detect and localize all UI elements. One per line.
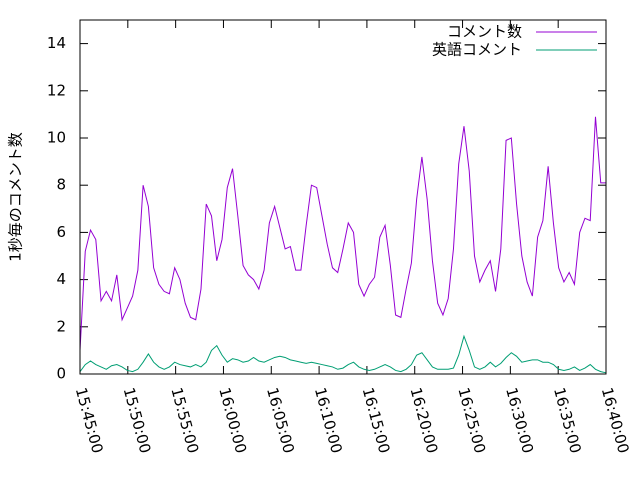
- y-tick-label: 8: [56, 176, 66, 194]
- legend-label: 英語コメント: [432, 41, 522, 59]
- y-tick-label: 12: [47, 81, 66, 99]
- series-line: [79, 334, 607, 374]
- y-tick-label: 4: [56, 270, 66, 288]
- series-line: [79, 116, 606, 351]
- y-tick-label: 6: [56, 223, 66, 241]
- plot-border: [79, 19, 607, 375]
- y-tick-label: 2: [56, 317, 66, 335]
- y-tick-label: 10: [47, 129, 66, 147]
- y-axis-label: 1秒毎のコメント数: [7, 132, 25, 262]
- y-tick-label: 14: [47, 34, 66, 52]
- y-tick-label: 0: [56, 365, 66, 383]
- legend-label: コメント数: [447, 23, 522, 41]
